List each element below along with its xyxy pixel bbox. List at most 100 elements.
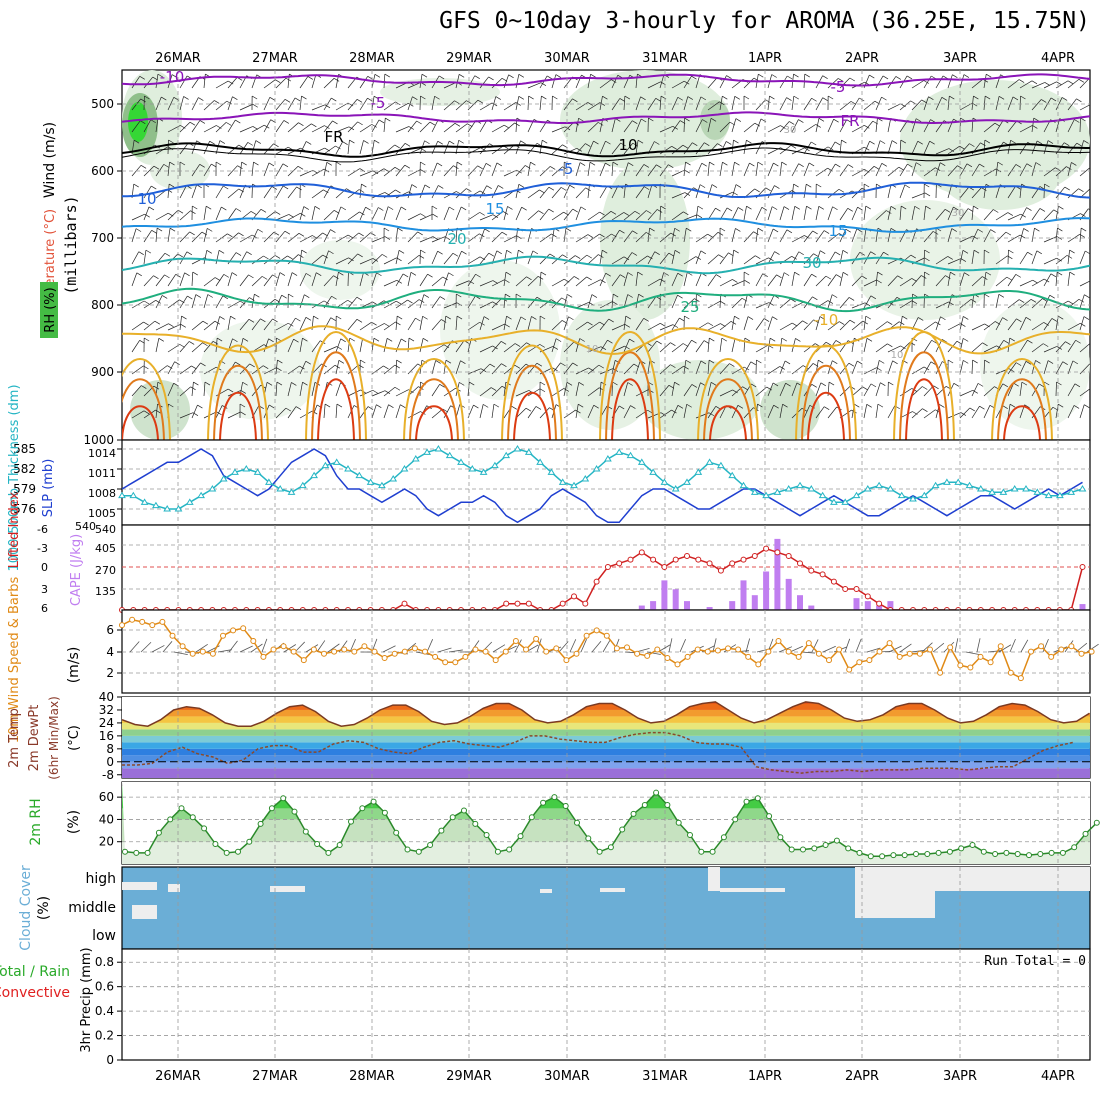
wind-barb <box>911 366 925 375</box>
wind-barb <box>647 296 657 309</box>
cape-bar <box>661 580 668 610</box>
wind-barb <box>527 82 542 89</box>
wind-barb-flag <box>847 208 853 212</box>
wind-barb-flag <box>1056 236 1063 240</box>
wind-barb-flag <box>899 321 905 325</box>
wind-barb <box>1067 98 1077 111</box>
wind-barb-flag <box>261 276 268 280</box>
wind-barb-flag <box>1006 276 1013 281</box>
wind-barb-flag <box>589 161 596 166</box>
wind-barb <box>239 319 250 331</box>
wind-barb <box>359 389 373 397</box>
wind-barb <box>671 365 684 375</box>
wind-barb-flag <box>865 315 871 320</box>
wind-barb-flag <box>849 77 855 82</box>
wind-barb <box>719 321 732 331</box>
wind-barb-flag <box>331 97 337 102</box>
wind-barb-flag <box>781 337 788 342</box>
rh2m-marker <box>585 835 592 842</box>
wind-barb-flag <box>1080 322 1086 327</box>
thickness-line-marker <box>694 468 703 475</box>
wind-barb-flag <box>928 96 934 101</box>
wind-barb-flag <box>204 381 211 386</box>
wind-barb <box>887 206 892 221</box>
wind-barb <box>683 228 687 243</box>
wind-barb-flag <box>456 293 462 298</box>
wind-barb-flag <box>648 117 654 122</box>
wind-barb-flag <box>284 99 291 103</box>
y-tick-label: 8 <box>106 742 114 756</box>
wind-barb-flag <box>275 79 281 84</box>
thickness-line-marker <box>920 491 929 499</box>
rh2m-marker <box>709 848 716 855</box>
wind-barb <box>527 276 539 287</box>
rh2m-marker <box>1048 849 1055 856</box>
wind-barb-flag <box>883 251 889 256</box>
wind-barb <box>371 207 379 221</box>
wind-barb <box>815 230 825 243</box>
wind-barb-flag <box>649 227 655 232</box>
y-tick-label: 40 <box>99 812 114 826</box>
thickness-line-marker <box>524 448 533 455</box>
wind-barb <box>191 272 194 287</box>
thickness-line-marker <box>231 468 239 475</box>
wind-barb <box>863 100 876 111</box>
wind-barb <box>167 209 179 221</box>
temp-band <box>122 735 1090 743</box>
wind-barb <box>971 250 975 265</box>
wind-barb <box>731 316 735 331</box>
wind-barb <box>587 405 595 419</box>
wind-barb-flag <box>640 96 646 101</box>
li-line-marker <box>672 556 679 563</box>
wind-barb-flag <box>620 274 626 278</box>
wind-barb-flag <box>632 230 638 235</box>
wind-barb <box>1055 228 1058 243</box>
wind-barb-flag <box>285 407 292 412</box>
wind-barb-flag <box>143 337 150 342</box>
wind-barb-flag <box>1009 337 1015 342</box>
wind-barb <box>443 123 456 133</box>
wind-barb <box>251 276 263 287</box>
wind-barb <box>755 118 762 133</box>
thickness-line-marker <box>502 451 511 459</box>
wind-barb-flag <box>359 211 365 216</box>
wind-barb <box>695 272 702 287</box>
wind-barb-flag <box>246 251 252 255</box>
wind-barb-flag <box>1050 97 1057 102</box>
wind-barb <box>551 278 565 287</box>
wind-barb-flag <box>1023 228 1029 232</box>
wind-barb-flag <box>271 186 278 190</box>
wind-barb <box>851 320 863 331</box>
wind10-barb <box>294 641 305 653</box>
thickness-line-marker <box>988 488 996 495</box>
wind-barb <box>587 102 601 111</box>
wind-barb <box>695 382 701 397</box>
wind-barb <box>839 229 847 243</box>
rh2m-marker <box>1003 849 1010 856</box>
wind-barb-flag <box>587 102 593 106</box>
wind-barb <box>131 213 145 221</box>
thickness-line-marker <box>457 458 465 465</box>
wind-barb <box>1079 167 1090 177</box>
wind-barb <box>707 254 719 265</box>
wind-barb <box>1019 317 1027 331</box>
wind-barb <box>371 323 385 331</box>
wind-barb-flag <box>1050 273 1057 278</box>
wind-barb <box>203 228 208 243</box>
wind-barb <box>551 187 562 199</box>
wind-barb <box>215 316 220 331</box>
wind-barb-flag <box>931 339 937 344</box>
wind-barb <box>443 253 454 265</box>
wind-barb-flag <box>150 119 156 124</box>
contour-label: -10 <box>814 311 839 329</box>
wind-barb-flag <box>833 118 839 123</box>
wind-barb-flag <box>897 275 903 280</box>
wind-barb-flag <box>551 233 557 238</box>
wind10-barb <box>426 639 434 653</box>
wind-barb <box>827 206 833 221</box>
wind-barb <box>923 321 936 331</box>
rh2m-marker <box>1071 844 1078 851</box>
wind-barb <box>719 252 729 265</box>
wind-barb-flag <box>293 338 299 343</box>
